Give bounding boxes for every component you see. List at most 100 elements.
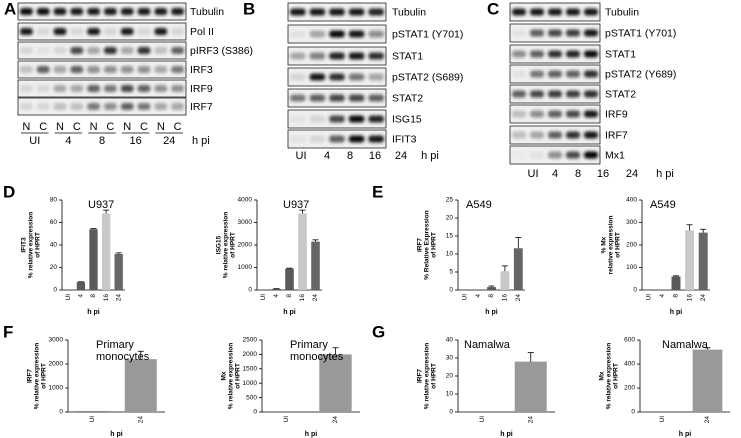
panel-letter: E: [372, 182, 383, 201]
band: [154, 103, 168, 110]
time-label: h pi: [421, 150, 439, 162]
y-tick-label: 500: [246, 394, 257, 401]
band: [548, 90, 562, 98]
x-tick-label: 4: [475, 294, 482, 298]
y-axis-label: IRF7: [417, 238, 424, 252]
y-axis-label: IRF7: [27, 369, 34, 383]
lane-label: C: [73, 121, 81, 133]
protein-label: ISG15: [392, 113, 422, 125]
band: [530, 70, 544, 78]
bar: [311, 241, 320, 290]
y-tick-label: 0: [53, 287, 57, 294]
band: [20, 85, 33, 92]
lane-label: 24: [626, 168, 638, 180]
y-tick-label: 20: [446, 373, 454, 380]
bar: [319, 354, 352, 412]
band: [329, 94, 345, 102]
time-label: h pi: [192, 135, 210, 147]
band: [368, 115, 384, 123]
y-axis-label: % relative expression: [223, 212, 230, 279]
protein-label: STAT1: [392, 50, 423, 62]
x-tick-label: 8: [488, 294, 495, 298]
error-bar: [686, 224, 693, 231]
band: [120, 47, 134, 54]
y-tick-label: 200: [624, 385, 635, 392]
band: [87, 85, 100, 92]
error-bar: [488, 285, 495, 288]
y-tick-label: 60: [50, 219, 58, 226]
x-tick-label: 4: [78, 294, 85, 298]
band: [154, 85, 168, 92]
blot-strip: [17, 2, 187, 21]
panel-letter: A: [4, 0, 16, 18]
band: [87, 103, 100, 110]
band: [584, 110, 598, 118]
y-tick-label: 80: [50, 197, 58, 204]
band: [171, 28, 184, 35]
band: [171, 103, 184, 110]
x-axis-label: h pi: [670, 309, 682, 316]
group-label: 8: [99, 135, 105, 147]
band: [53, 103, 67, 110]
y-axis-label: % Mx: [601, 236, 608, 253]
group-label: UI: [29, 135, 40, 147]
chart-title: Primary: [96, 339, 134, 351]
band: [290, 73, 306, 81]
x-tick-label: UI: [283, 416, 290, 423]
x-tick-label: 24: [515, 294, 522, 302]
x-axis-label: h pi: [485, 309, 497, 316]
band: [584, 50, 598, 58]
band: [512, 90, 526, 98]
protein-label: IFIT3: [392, 133, 417, 145]
y-axis-label: % Relative Expression: [424, 210, 431, 279]
band: [548, 50, 562, 58]
band: [309, 52, 326, 60]
band: [70, 66, 84, 73]
band: [530, 110, 544, 118]
band: [137, 8, 151, 15]
y-tick-label: 0: [253, 409, 257, 416]
lane-label: C: [39, 121, 47, 133]
band: [104, 103, 117, 110]
lane-label: UI: [296, 150, 307, 162]
y-axis-label: % relative expression: [34, 343, 41, 410]
panel-letter: F: [3, 322, 13, 341]
blot-strip: [17, 22, 187, 41]
band: [171, 47, 184, 54]
error-bar: [704, 347, 711, 350]
panel-letter: D: [3, 182, 15, 201]
protein-label: pIRF3 (S386): [190, 45, 253, 57]
band: [309, 115, 326, 123]
error-bar: [501, 265, 508, 272]
protein-label: pSTAT2 (S689): [392, 71, 463, 83]
y-tick-label: 2500: [243, 337, 258, 344]
band: [120, 85, 134, 92]
band: [87, 47, 100, 54]
error-bar: [103, 209, 110, 214]
y-tick-label: 0: [248, 287, 252, 294]
band: [368, 8, 384, 16]
band: [512, 29, 526, 37]
band: [566, 70, 580, 78]
chart-title: U937: [283, 199, 309, 211]
band: [348, 135, 365, 143]
protein-label: IRF9: [190, 83, 213, 95]
y-tick-label: 4000: [238, 197, 253, 204]
bar: [76, 411, 109, 412]
band: [36, 103, 50, 110]
y-tick-label: 400: [626, 197, 637, 204]
band: [512, 110, 526, 118]
x-tick-label: 24: [527, 416, 534, 424]
bar: [487, 287, 496, 290]
x-axis-label: h pi: [110, 431, 122, 438]
lane-label: 16: [597, 168, 609, 180]
band: [36, 8, 50, 15]
lane-label: C: [140, 121, 148, 133]
x-tick-label: UI: [89, 416, 96, 423]
x-tick-label: 24: [704, 416, 711, 424]
y-axis-label: of HPRT: [35, 232, 42, 258]
x-tick-label: 24: [137, 416, 144, 424]
x-tick-label: 8: [673, 294, 680, 298]
band: [290, 30, 306, 38]
y-tick-label: 1000: [243, 380, 258, 387]
